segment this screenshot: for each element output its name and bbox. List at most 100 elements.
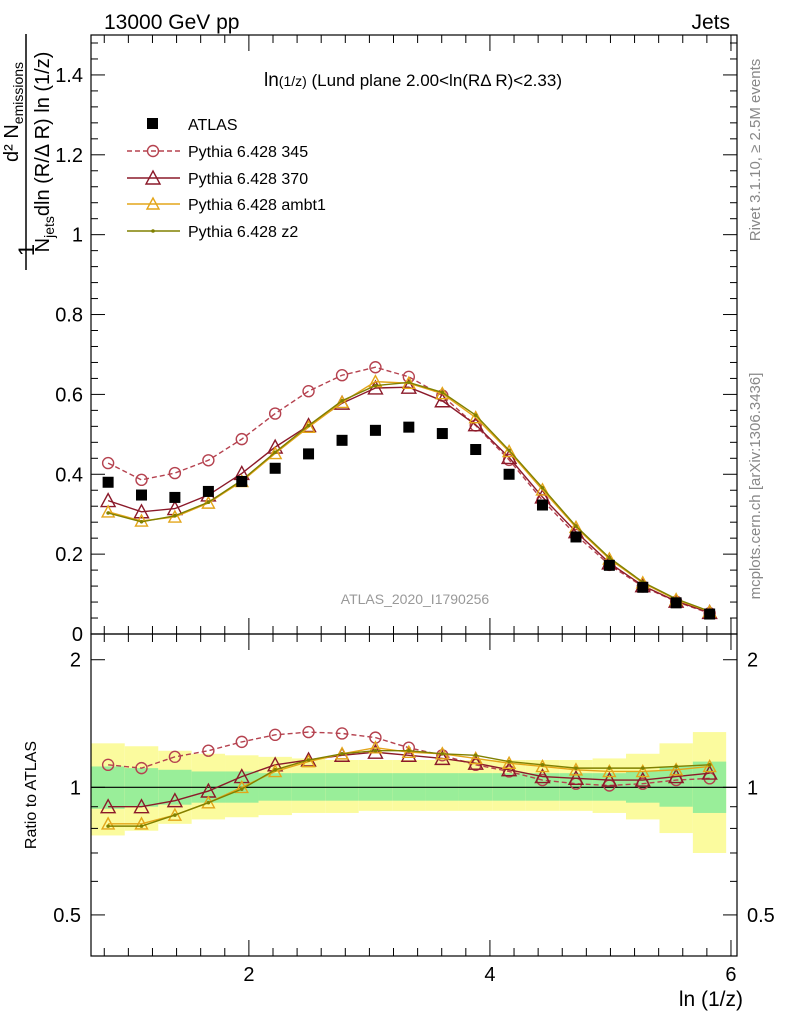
legend-entry-z2: Pythia 6.428 z2 — [127, 224, 298, 241]
ratio-point-p370 — [667, 768, 685, 784]
ratio-series-z2 — [106, 748, 712, 828]
point-data — [570, 531, 582, 543]
ratio-point-ambt1 — [501, 755, 517, 770]
x-tick-label: 6 — [725, 964, 736, 986]
main-y-tick-label: 0.4 — [55, 464, 83, 486]
ratio-point-p370 — [434, 749, 451, 766]
point-z2 — [407, 380, 411, 385]
ratio-point-ambt1 — [702, 758, 717, 773]
legend-marker-ambt1 — [145, 196, 161, 210]
ratio-point-p345 — [235, 735, 248, 749]
point-p345 — [302, 385, 315, 398]
point-z2 — [340, 398, 344, 403]
legend-marker-p345 — [146, 144, 160, 158]
point-data — [135, 489, 147, 501]
point-data — [637, 581, 649, 593]
ratio-y-tick-label-right: 2 — [747, 650, 758, 672]
point-data — [269, 462, 281, 474]
point-data — [704, 608, 716, 620]
main-y-tick-label: 1.4 — [55, 65, 83, 87]
ratio-point-p370 — [634, 771, 651, 787]
ylabel-num-sub: emissions — [10, 62, 26, 124]
legend-entry-p370: Pythia 6.428 370 — [127, 169, 308, 188]
point-p370 — [133, 503, 150, 519]
point-z2 — [440, 390, 445, 395]
point-z2 — [574, 524, 578, 528]
ratio-point-p370 — [701, 764, 718, 780]
point-z2 — [139, 519, 144, 524]
point-z2 — [306, 423, 311, 428]
point-data — [536, 499, 548, 511]
ratio-point-ambt1 — [668, 762, 684, 776]
ratio-point-z2 — [674, 764, 678, 769]
point-z2 — [206, 500, 211, 505]
ratio-point-p370 — [500, 761, 518, 777]
x-tick-label: 4 — [484, 964, 495, 986]
series-data — [102, 421, 716, 620]
ratio-point-p345 — [168, 750, 182, 764]
point-ambt1 — [267, 446, 283, 460]
main-y-tick-label: 0.8 — [55, 305, 83, 327]
main-y-tick-label: 0.2 — [55, 544, 83, 566]
ratio-point-p345 — [135, 761, 148, 775]
rivet-label: Rivet 3.1.10, ≥ 2.5M events — [747, 59, 764, 242]
legend-label-data: ATLAS — [188, 117, 238, 134]
point-z2 — [473, 413, 478, 417]
ratio-point-ambt1 — [201, 795, 216, 809]
title-sub: (1/z) — [279, 73, 307, 89]
point-p345 — [135, 473, 148, 487]
ratio-y-tick-label: 2 — [70, 650, 81, 672]
main-plot-title: ln(1/z) (Lund plane 2.00<ln(RΔ R)<2.33) — [264, 70, 562, 91]
series-line-p370 — [107, 386, 710, 614]
point-ambt1 — [468, 410, 483, 424]
point-data — [336, 434, 348, 446]
point-data — [202, 485, 214, 497]
legend: ATLAS Pythia 6.428 345 Pythia 6.428 370 … — [127, 117, 326, 241]
main-y-axis-label: 1 d² Nemissions Njetsdln (R/Δ R) ln (1/z… — [1, 34, 57, 270]
point-data — [303, 448, 315, 460]
point-ambt1 — [100, 504, 116, 518]
ratio-point-p370 — [99, 798, 117, 814]
point-z2 — [507, 448, 511, 453]
ratio-y-tick-label-right: 1 — [747, 777, 758, 799]
ratio-point-z2 — [273, 767, 277, 772]
legend-entry-data: ATLAS — [147, 117, 238, 134]
point-p370 — [400, 378, 417, 394]
ratio-point-ambt1 — [134, 816, 149, 830]
point-p345 — [202, 454, 215, 467]
point-data — [236, 475, 248, 487]
title-main: ln — [264, 70, 279, 91]
ratio-point-p370 — [166, 792, 184, 808]
point-p370 — [434, 392, 451, 408]
ratio-point-z2 — [306, 758, 311, 762]
ratio-point-p345 — [335, 727, 349, 740]
point-ambt1 — [301, 419, 316, 433]
x-axis-label: ln (1/z) — [679, 988, 743, 1011]
legend-entry-ambt1: Pythia 6.428 ambt1 — [127, 196, 326, 214]
ratio-point-p370 — [467, 754, 484, 770]
ratio-point-ambt1 — [368, 740, 383, 754]
ratio-line-p370 — [108, 751, 710, 808]
ratio-point-p345 — [268, 728, 282, 742]
legend-label-p345: Pythia 6.428 345 — [188, 144, 308, 161]
series-p345 — [101, 361, 716, 620]
ratio-point-z2 — [640, 766, 645, 770]
ratio-y-axis-label: Ratio to ATLAS — [23, 741, 40, 849]
point-z2 — [607, 555, 612, 560]
point-ambt1 — [501, 444, 517, 458]
main-y-tick-label: 1 — [72, 225, 83, 247]
ratio-point-ambt1 — [100, 816, 116, 830]
point-z2 — [540, 486, 545, 490]
point-data — [470, 444, 482, 456]
series-line-p345 — [107, 366, 710, 614]
ratio-point-p345 — [436, 749, 449, 762]
point-z2 — [106, 511, 110, 515]
main-plot-marks — [99, 361, 718, 620]
ratio-point-z2 — [173, 813, 177, 817]
point-data — [436, 428, 448, 440]
process-label: Jets — [691, 11, 730, 34]
ratio-point-ambt1 — [635, 763, 650, 778]
ratio-point-p345 — [202, 744, 215, 757]
point-data — [503, 468, 515, 480]
